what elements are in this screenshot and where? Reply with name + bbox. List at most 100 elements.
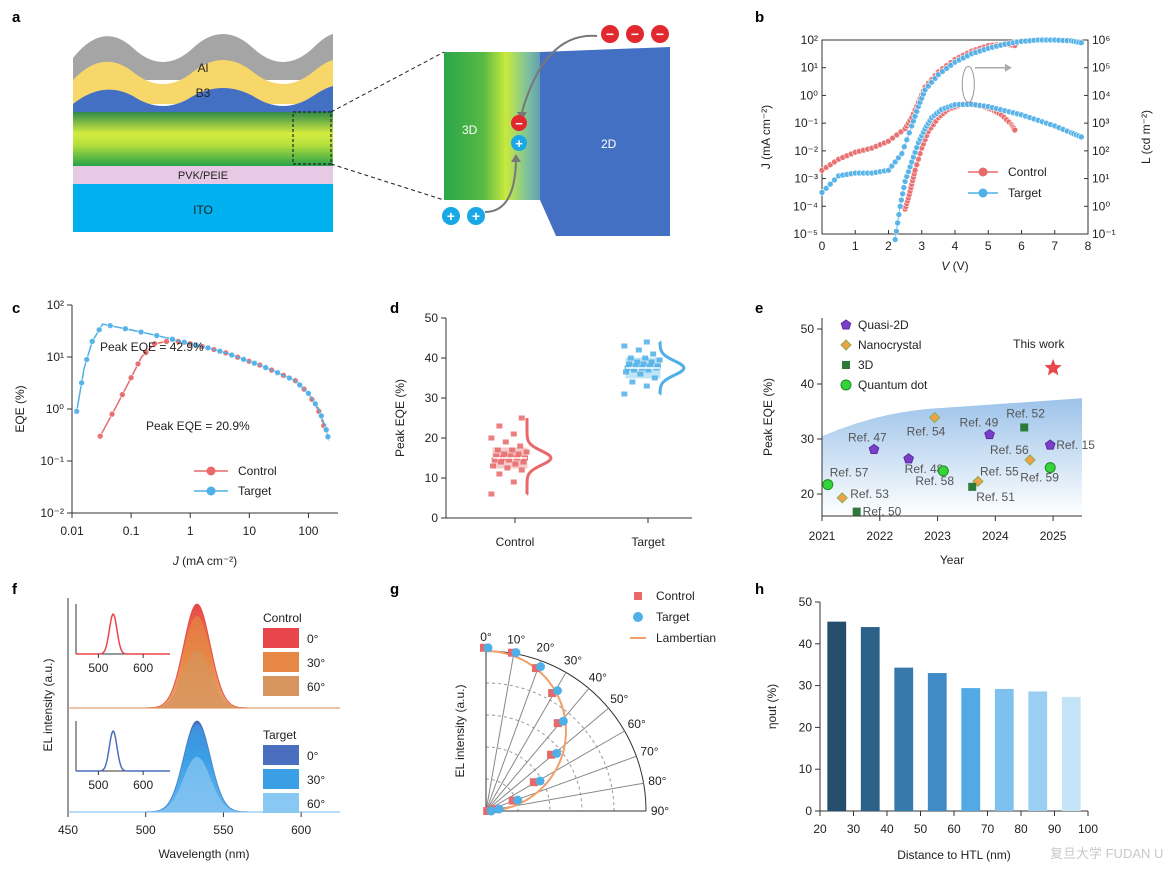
legend-marker-e: [840, 379, 852, 391]
bar-h: [1028, 691, 1048, 811]
data-point-d-control: [518, 415, 525, 421]
x-tick-label-h: 90: [1048, 822, 1062, 836]
y-tick-label-e: 40: [801, 377, 815, 391]
x-tick-label-f: 600: [291, 823, 311, 837]
y-axis-label-g: EL intensity (a.u.): [453, 685, 467, 778]
polar-angle-label-g: 60°: [628, 717, 646, 731]
data-point-d-control: [496, 423, 503, 429]
violin-outline-d-target: [658, 340, 686, 396]
polar-angle-label-g: 80°: [648, 774, 666, 788]
series-line-b-control: [904, 103, 1016, 210]
bar-h: [1061, 696, 1081, 811]
series-point-c-target: [153, 332, 161, 339]
data-point-g-control: [508, 796, 517, 805]
polar-angle-label-g: 90°: [651, 804, 669, 818]
hole-path: [484, 159, 517, 213]
b3-label: B3: [196, 86, 211, 100]
y-tick-label-h: 50: [799, 595, 813, 609]
x-tick-label-b: 6: [1018, 239, 1025, 253]
legend-label-f: 30°: [307, 656, 325, 670]
y-tick-label-h: 10: [799, 762, 813, 776]
series-point-c-target: [122, 325, 129, 333]
series-point-c-target: [274, 369, 281, 376]
y-tick-label-e: 50: [801, 322, 815, 336]
x-tick-label-f: 450: [58, 823, 78, 837]
data-point-g-target: [494, 804, 504, 814]
shaded-region-e: [822, 398, 1082, 516]
legend-label-f: 30°: [307, 773, 325, 787]
x-axis-label-b: V (V): [941, 259, 968, 273]
y-tick-label-b-left: 10⁻⁴: [793, 199, 818, 213]
data-point-d-control: [494, 447, 501, 453]
data-point-d-target: [640, 361, 647, 367]
data-point-d-target: [621, 391, 628, 397]
legend-swatch-f: [263, 769, 299, 789]
y-tick-label-b-right: 10⁰: [1092, 199, 1110, 213]
data-point-d-target: [643, 383, 650, 389]
panel-letter-c: c: [12, 300, 20, 317]
blue-2d-layer: [73, 86, 333, 116]
data-point-d-control: [509, 447, 516, 453]
data-point-d-target: [645, 367, 652, 373]
ellipse-indicator-b: [961, 65, 975, 103]
legend-label-f: 60°: [307, 680, 325, 694]
data-point-d-control: [510, 431, 517, 437]
b3-layer: [73, 60, 333, 104]
series-point-c-target: [106, 322, 114, 329]
x-tick-label-c: 10: [243, 524, 257, 538]
legend-label-c: Target: [238, 484, 272, 498]
data-point-d-target: [626, 361, 633, 367]
data-point-d-control: [507, 453, 514, 459]
svg-text:−: −: [606, 26, 614, 42]
series-point-b-target: [895, 211, 903, 218]
data-point-e: [822, 479, 834, 491]
inset-spectrum-f-control: [76, 613, 170, 655]
series-point-c-control: [127, 374, 135, 381]
data-point-d-control: [501, 451, 508, 457]
series-point-c-target: [216, 347, 224, 355]
legend-marker-c: [206, 466, 216, 476]
x-axis-label-c: J (mA cm⁻²): [172, 554, 237, 568]
y-axis-label-c: EQE (%): [13, 385, 27, 432]
x-tick-label-b: 1: [852, 239, 859, 253]
plot-b-frame: [821, 39, 1089, 235]
x-tick-label-b: 3: [918, 239, 925, 253]
arrow-head-b: [1004, 63, 1012, 72]
series-point-c-target: [286, 374, 293, 382]
al-layer: [73, 34, 333, 80]
data-point-d-control: [512, 461, 519, 467]
y-tick-label-d: 50: [425, 311, 439, 325]
hole-arrow-head: [511, 154, 521, 162]
svg-text:−: −: [656, 26, 664, 42]
legend-swatch-f: [263, 793, 299, 813]
spectrum-f-control: [68, 650, 340, 709]
x-tick-label-h: 30: [847, 822, 861, 836]
inset-x-tick-label-f: 500: [88, 661, 108, 675]
y-tick-label-d: 30: [425, 391, 439, 405]
legend-label-g: Lambertian: [656, 631, 716, 645]
svg-text:−: −: [631, 26, 639, 42]
data-point-d-target: [656, 357, 663, 363]
series-point-c-target: [312, 400, 319, 408]
y-tick-label-h: 30: [799, 679, 813, 693]
legend-marker-g: [633, 612, 643, 622]
data-point-d-control: [488, 491, 495, 497]
legend-swatch-f: [263, 745, 299, 765]
y-tick-label-h: 20: [799, 720, 813, 734]
panel-letter-b: b: [755, 9, 764, 26]
legend-marker-g: [634, 592, 642, 600]
series-point-b-target: [905, 129, 913, 137]
polar-radial-g: [485, 653, 515, 812]
data-point-g-target: [486, 806, 496, 816]
polar-grid-arc-g: [485, 650, 647, 812]
series-point-c-target: [251, 359, 258, 367]
x-tick-label-h: 50: [914, 822, 928, 836]
legend-label-c: Control: [238, 464, 277, 478]
x-tick-label-e: 2022: [866, 529, 893, 543]
bar-h: [994, 688, 1014, 811]
y-tick-label-b-left: 10²: [801, 33, 818, 47]
x-tick-label-h: 70: [981, 822, 995, 836]
y-axis-label-e: Peak EQE (%): [761, 378, 775, 456]
inset-x-tick-label-f: 500: [88, 778, 108, 792]
